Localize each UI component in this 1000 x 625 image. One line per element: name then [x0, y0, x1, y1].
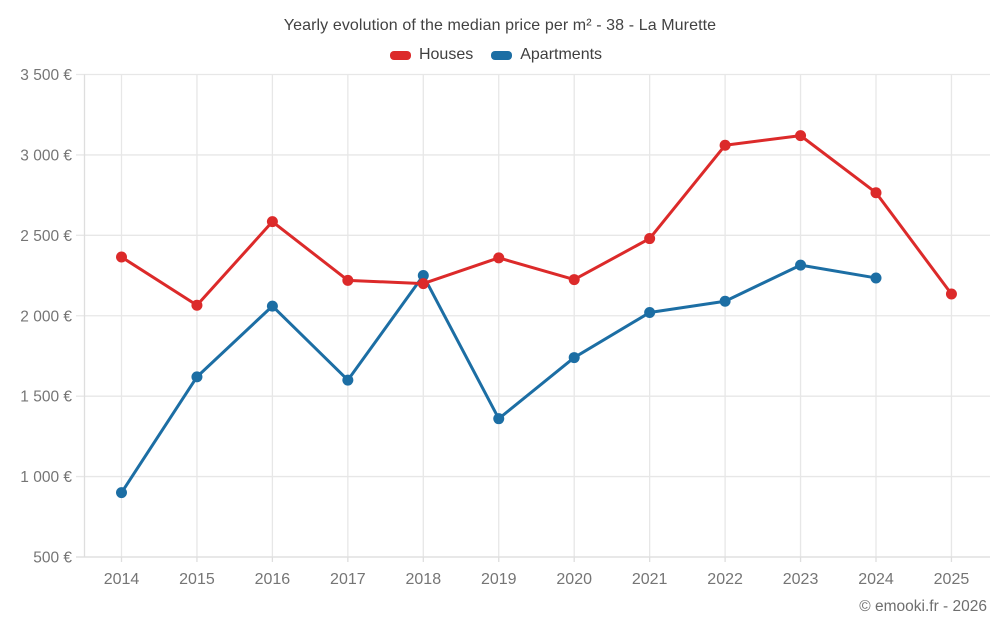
- apartments-point-2017[interactable]: [342, 374, 354, 386]
- houses-point-2014[interactable]: [116, 251, 127, 263]
- houses-series-swatch-icon: [389, 50, 411, 60]
- y-axis-tick-label: 1 500 €: [20, 389, 72, 406]
- y-axis-tick-label: 3 000 €: [20, 147, 72, 164]
- y-axis-tick-label: 1 000 €: [20, 469, 72, 486]
- houses-point-2022[interactable]: [719, 139, 731, 151]
- y-axis-tick-label: 2 000 €: [20, 308, 72, 325]
- houses-point-2020[interactable]: [568, 274, 580, 286]
- apartments-point-2015[interactable]: [191, 371, 203, 383]
- apartments-point-2018[interactable]: [417, 270, 429, 282]
- apartments-point-2020[interactable]: [568, 352, 580, 364]
- houses-point-2019[interactable]: [493, 252, 505, 264]
- apartments-point-2022[interactable]: [719, 295, 731, 307]
- x-axis-tick-label: 2018: [406, 571, 442, 588]
- apartments-point-2019[interactable]: [493, 413, 505, 425]
- apartments-point-2014[interactable]: [116, 487, 127, 499]
- houses-point-2025[interactable]: [945, 288, 957, 300]
- x-axis-tick-label: 2015: [179, 571, 215, 588]
- legend-item-apartments[interactable]: Apartments: [491, 46, 602, 64]
- houses-point-2018[interactable]: [417, 278, 429, 290]
- legend-label-apartments: Apartments: [520, 46, 603, 63]
- apartments-point-2021[interactable]: [644, 307, 656, 319]
- x-axis-tick-label: 2022: [707, 571, 743, 588]
- x-axis-tick-label: 2020: [556, 571, 592, 588]
- y-axis-tick-label: 3 500 €: [20, 67, 72, 84]
- houses-series-line[interactable]: [120, 134, 953, 307]
- legend-label-houses: Houses: [418, 46, 474, 63]
- apartments-point-2024[interactable]: [870, 272, 882, 284]
- x-axis-tick-label: 2017: [330, 571, 366, 588]
- apartments-series-swatch-icon: [491, 50, 513, 60]
- page-title: Yearly evolution of the median price per…: [283, 17, 717, 34]
- x-axis-tick-label: 2019: [481, 571, 517, 588]
- y-axis-tick-label: 500 €: [33, 550, 72, 567]
- copyright-attribution: © emooki.fr - 2026: [859, 598, 987, 615]
- chart-legend: Houses Apartments: [0, 46, 992, 64]
- x-axis-tick-label: 2025: [934, 571, 970, 588]
- legend-item-houses[interactable]: Houses: [389, 46, 474, 64]
- x-axis-tick-label: 2014: [104, 571, 140, 588]
- x-axis-tick-label: 2023: [783, 571, 819, 588]
- houses-point-2015[interactable]: [191, 299, 203, 311]
- houses-point-2024[interactable]: [870, 187, 882, 199]
- apartments-point-2023[interactable]: [795, 259, 807, 271]
- x-axis-tick-label: 2021: [632, 571, 668, 588]
- x-axis-tick-label: 2016: [255, 571, 291, 588]
- x-axis-tick-label: 2024: [858, 571, 894, 588]
- y-axis-tick-label: 2 500 €: [20, 228, 72, 245]
- houses-point-2021[interactable]: [644, 233, 656, 245]
- apartments-point-2016[interactable]: [266, 300, 278, 312]
- houses-point-2023[interactable]: [795, 130, 807, 142]
- houses-point-2017[interactable]: [342, 274, 354, 286]
- houses-point-2016[interactable]: [266, 216, 278, 228]
